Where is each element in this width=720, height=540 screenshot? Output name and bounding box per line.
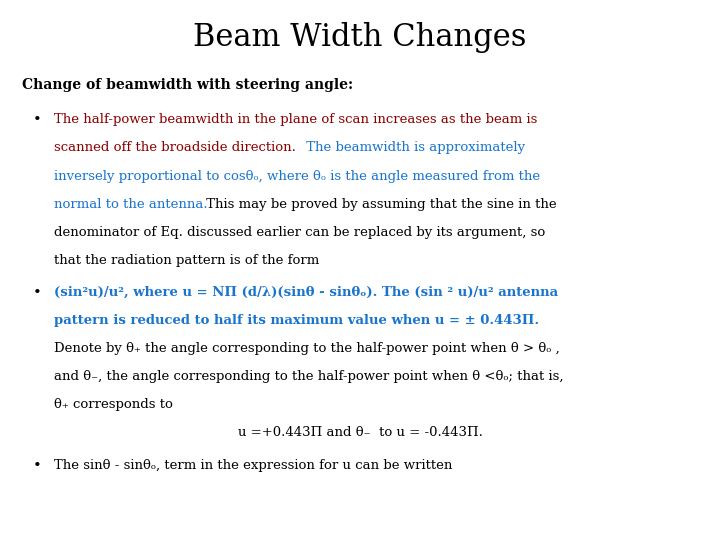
Text: that the radiation pattern is of the form: that the radiation pattern is of the for… [54,254,319,267]
Text: θ₊ corresponds to: θ₊ corresponds to [54,399,173,411]
Text: Denote by θ₊ the angle corresponding to the half-power point when θ > θₒ ,: Denote by θ₊ the angle corresponding to … [54,342,559,355]
Text: and θ₋, the angle corresponding to the half-power point when θ <θₒ; that is,: and θ₋, the angle corresponding to the h… [54,370,564,383]
Text: pattern is reduced to half its maximum value when u = ± 0.443Π.: pattern is reduced to half its maximum v… [54,314,539,327]
Text: The beamwidth is approximately: The beamwidth is approximately [302,141,526,154]
Text: Beam Width Changes: Beam Width Changes [193,22,527,52]
Text: Change of beamwidth with steering angle:: Change of beamwidth with steering angle: [22,78,353,92]
Text: u =+0.443Π and θ₋  to u = -0.443Π.: u =+0.443Π and θ₋ to u = -0.443Π. [238,427,482,440]
Text: •: • [32,113,41,127]
Text: (sin²u)/u², where u = NΠ (d/λ)(sinθ - sinθₒ). The (sin ² u)/u² antenna: (sin²u)/u², where u = NΠ (d/λ)(sinθ - si… [54,286,558,299]
Text: scanned off the broadside direction.: scanned off the broadside direction. [54,141,296,154]
Text: The sinθ - sinθₒ, term in the expression for u can be written: The sinθ - sinθₒ, term in the expression… [54,459,452,472]
Text: •: • [32,286,41,300]
Text: •: • [32,459,41,473]
Text: This may be proved by assuming that the sine in the: This may be proved by assuming that the … [202,198,557,211]
Text: normal to the antenna.: normal to the antenna. [54,198,207,211]
Text: inversely proportional to cosθₒ, where θₒ is the angle measured from the: inversely proportional to cosθₒ, where θ… [54,170,540,183]
Text: The half-power beamwidth in the plane of scan increases as the beam is: The half-power beamwidth in the plane of… [54,113,537,126]
Text: denominator of Eq. discussed earlier can be replaced by its argument, so: denominator of Eq. discussed earlier can… [54,226,545,239]
